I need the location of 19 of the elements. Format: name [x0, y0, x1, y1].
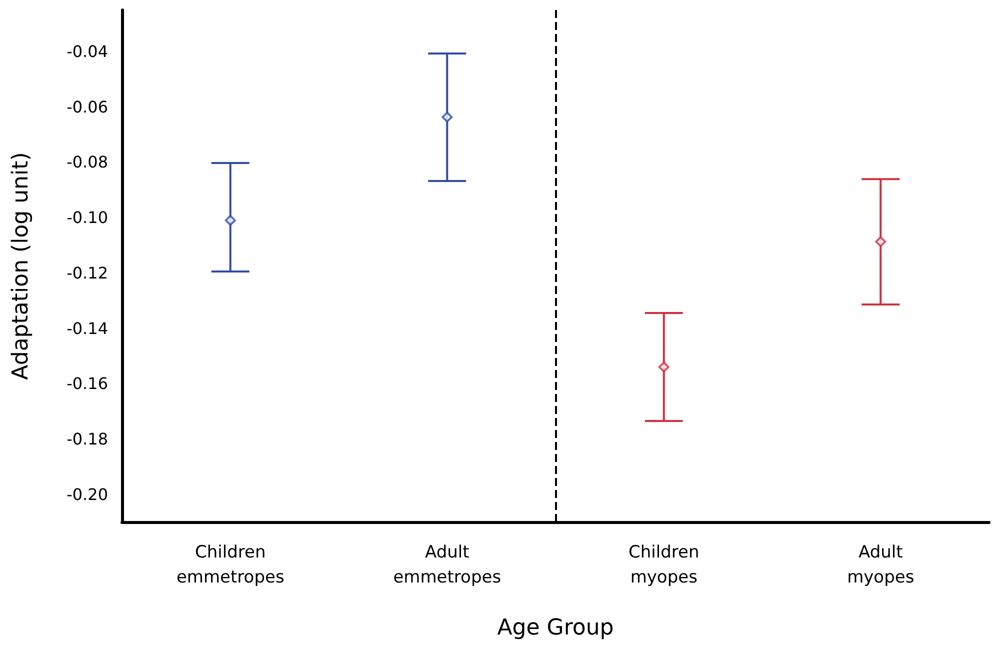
x-tick-label: Adult emmetropes — [393, 542, 502, 588]
point — [658, 362, 670, 373]
y-tick-label: -0.20 — [66, 484, 108, 504]
y-tick-label: -0.12 — [66, 263, 108, 282]
x-axis-title: Age Group — [497, 616, 614, 640]
y-tick-label: -0.16 — [66, 374, 108, 394]
point — [875, 236, 886, 248]
point — [224, 214, 236, 226]
y-axis-title: Adaptation (log unit) — [8, 152, 34, 380]
x-tick-label: Children myopes — [628, 542, 700, 588]
y-tick-label: -0.08 — [66, 152, 108, 172]
x-tick-label: Children emmetropes — [176, 542, 284, 588]
y-tick-label: -0.04 — [66, 42, 108, 62]
y-tick-label: -0.14 — [66, 318, 108, 338]
y-tick-label: -0.06 — [66, 97, 108, 116]
point — [442, 112, 453, 123]
y-tick-label: -0.10 — [66, 208, 108, 228]
y-tick-label: -0.18 — [66, 429, 108, 448]
x-tick-label: Adult myopes — [847, 542, 914, 588]
